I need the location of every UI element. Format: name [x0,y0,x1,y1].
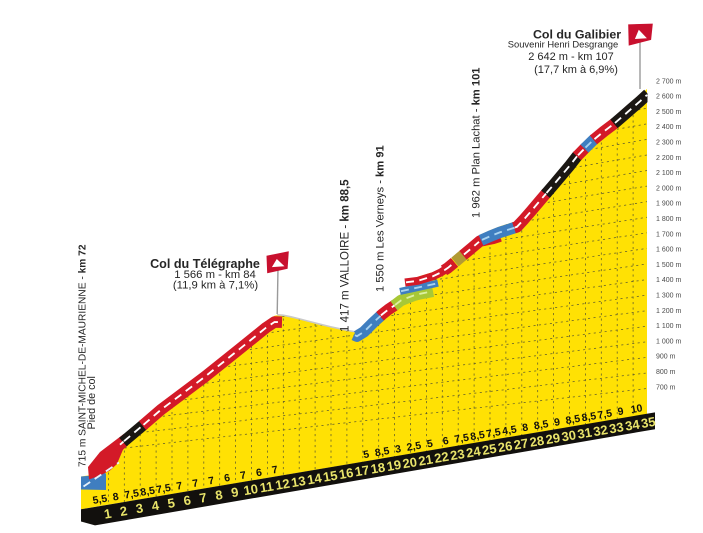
svg-text:35: 35 [640,414,657,431]
svg-text:1 962 m Plan Lachat - km 101: 1 962 m Plan Lachat - km 101 [471,67,483,218]
svg-text:7,5: 7,5 [485,426,502,440]
svg-text:1 100 m: 1 100 m [656,323,681,330]
svg-text:2: 2 [119,503,129,519]
svg-text:9: 9 [553,416,561,429]
svg-text:27: 27 [513,435,530,452]
svg-text:10: 10 [242,481,259,498]
svg-text:8,5: 8,5 [565,413,582,427]
svg-text:2 500 m: 2 500 m [656,109,681,116]
svg-text:1 500 m: 1 500 m [656,262,681,269]
svg-text:700 m: 700 m [656,384,676,391]
svg-text:1 400 m: 1 400 m [656,277,681,284]
svg-text:30: 30 [560,427,577,444]
svg-text:7: 7 [192,477,200,490]
svg-text:18: 18 [370,460,387,477]
svg-text:28: 28 [529,433,546,450]
svg-text:10: 10 [630,402,644,416]
svg-text:7,5: 7,5 [155,482,172,496]
svg-text:(17,7 km à 6,9%): (17,7 km à 6,9%) [534,64,618,76]
svg-text:(11,9 km à 7,1%): (11,9 km à 7,1%) [173,280,258,292]
svg-text:21: 21 [417,451,434,468]
svg-text:5: 5 [426,438,434,451]
svg-text:2 000 m: 2 000 m [656,185,681,192]
svg-text:14: 14 [306,470,324,487]
svg-text:23: 23 [449,446,466,463]
svg-text:1 800 m: 1 800 m [656,216,681,223]
svg-text:800 m: 800 m [656,369,676,376]
svg-text:8,5: 8,5 [139,485,156,499]
svg-text:8,5: 8,5 [533,418,550,432]
svg-text:6: 6 [255,467,263,480]
svg-text:2 200 m: 2 200 m [656,155,681,162]
svg-text:7: 7 [198,490,208,506]
svg-text:9: 9 [230,484,240,500]
svg-text:32: 32 [592,422,609,439]
svg-text:2 700 m: 2 700 m [656,78,681,85]
svg-text:3: 3 [135,500,145,516]
svg-text:34: 34 [624,416,642,433]
svg-text:13: 13 [290,473,307,490]
svg-text:7: 7 [176,480,184,493]
svg-text:1 600 m: 1 600 m [656,247,681,254]
svg-text:8: 8 [214,487,224,503]
svg-text:8,5: 8,5 [581,410,598,424]
svg-text:12: 12 [274,476,291,493]
svg-text:6: 6 [182,492,192,508]
svg-text:2 642 m - km 107: 2 642 m - km 107 [528,51,614,63]
svg-text:715 m SAINT-MICHEL-DE-MAURIENN: 715 m SAINT-MICHEL-DE-MAURIENNE - km 72 [78,244,89,467]
svg-text:5,5: 5,5 [92,493,109,507]
svg-text:8: 8 [112,491,120,504]
svg-text:Pied de col: Pied de col [86,376,98,429]
svg-text:Souvenir Henri Desgrange: Souvenir Henri Desgrange [508,38,618,49]
svg-text:2 400 m: 2 400 m [656,124,681,131]
svg-text:5: 5 [362,448,370,461]
svg-text:1 566 m - km 84: 1 566 m - km 84 [174,269,256,281]
svg-text:1 417 m VALLOIRE - km 88,5: 1 417 m VALLOIRE - km 88,5 [340,179,352,332]
svg-text:7: 7 [207,475,215,488]
svg-text:1 700 m: 1 700 m [656,231,681,238]
svg-text:25: 25 [481,441,498,458]
svg-text:31: 31 [576,425,593,442]
svg-text:1 300 m: 1 300 m [656,293,681,300]
svg-text:7,5: 7,5 [123,487,140,501]
svg-text:5: 5 [166,495,176,511]
svg-text:29: 29 [544,430,561,447]
svg-text:1: 1 [103,506,113,522]
svg-text:6: 6 [442,435,450,448]
svg-text:8,5: 8,5 [374,445,391,459]
svg-text:7: 7 [239,469,247,482]
svg-text:1 000 m: 1 000 m [656,338,681,345]
svg-text:2 300 m: 2 300 m [656,140,681,147]
svg-text:6: 6 [223,472,231,485]
svg-text:2,5: 2,5 [406,440,423,454]
svg-text:11: 11 [259,478,275,495]
svg-text:Col du Galibier: Col du Galibier [533,28,621,42]
svg-text:4,5: 4,5 [501,423,518,437]
svg-text:20: 20 [401,454,418,471]
svg-text:1 550 m Les Verneys - km 91: 1 550 m Les Verneys - km 91 [375,145,387,292]
svg-text:19: 19 [385,457,402,474]
svg-text:1 200 m: 1 200 m [656,308,681,315]
svg-text:Col du Télégraphe: Col du Télégraphe [150,257,260,271]
svg-text:7,5: 7,5 [597,407,614,421]
svg-text:3: 3 [394,443,402,456]
svg-text:22: 22 [433,449,450,466]
svg-text:17: 17 [354,462,371,479]
svg-text:9: 9 [617,405,625,418]
svg-text:16: 16 [338,465,355,482]
svg-text:2 100 m: 2 100 m [656,170,681,177]
svg-text:8,5: 8,5 [469,429,486,443]
svg-text:2 600 m: 2 600 m [656,94,681,101]
svg-text:26: 26 [497,438,514,455]
svg-text:24: 24 [465,443,483,460]
svg-text:4: 4 [151,498,161,514]
svg-text:7: 7 [271,464,279,477]
svg-text:8: 8 [521,422,529,435]
svg-text:7,5: 7,5 [453,432,470,446]
svg-text:900 m: 900 m [656,354,676,361]
svg-text:33: 33 [608,419,625,436]
svg-text:1 900 m: 1 900 m [656,201,681,208]
svg-text:15: 15 [322,468,339,485]
